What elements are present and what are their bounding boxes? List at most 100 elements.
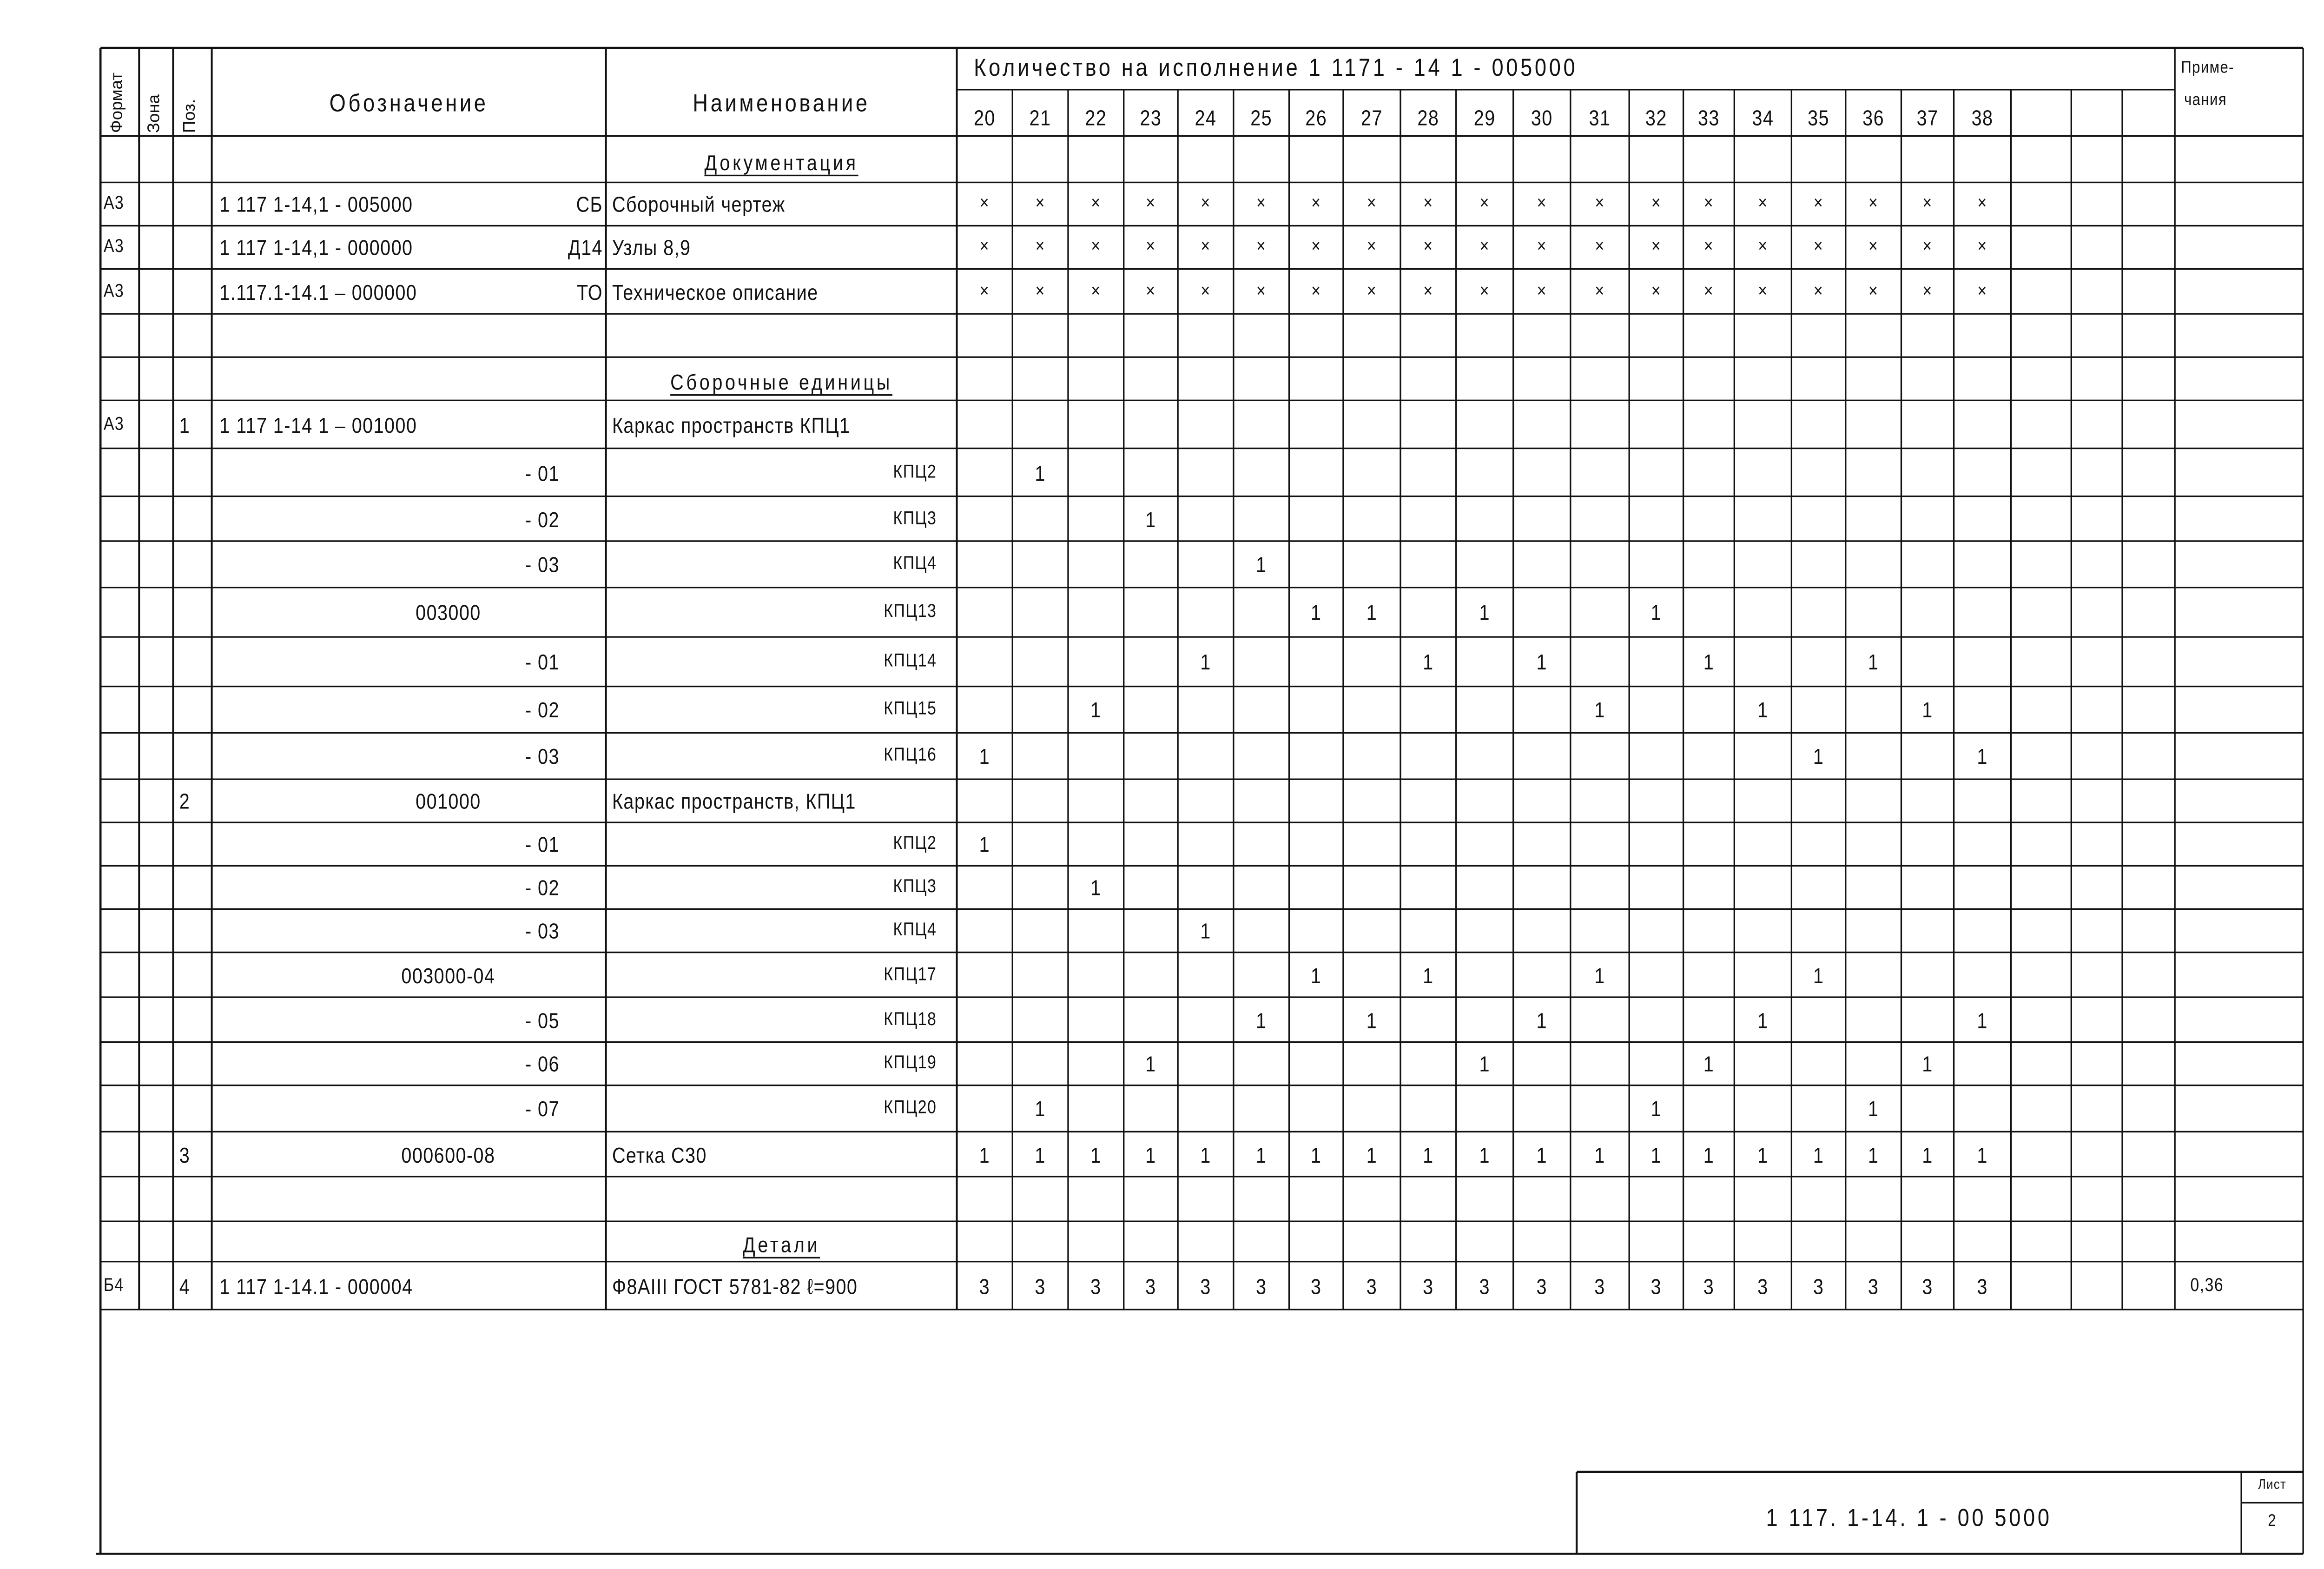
cross-mark: × [1035,279,1045,301]
cross-mark: × [1922,235,1933,257]
qty-value: 1 [1757,1141,1769,1167]
cell-designation: - 05 [525,1007,560,1032]
cell-designation: - 06 [525,1051,560,1076]
qty-column-header: 25 [1250,105,1273,130]
cross-mark: × [1423,235,1433,257]
cell-name: КПЦ19 [884,1051,937,1073]
cross-mark: × [1035,235,1045,257]
qty-value: 1 [1090,1141,1102,1167]
qty-column-header: 38 [1971,105,1994,130]
cell-position: 1 [179,412,191,437]
cross-mark: × [1479,192,1490,213]
qty-value: 3 [1479,1273,1490,1298]
cell-designation: 001000 [416,788,481,814]
cell-name: КПЦ15 [884,697,937,719]
cell-designation-suffix: Д14 [568,235,603,260]
cell-format: А3 [103,192,125,213]
cross-mark: × [1813,279,1824,301]
cell-position: 3 [179,1141,191,1167]
cell-designation-suffix: СБ [576,192,603,217]
qty-column-header: 29 [1473,105,1496,130]
header-notes: Приме- [2181,59,2234,78]
qty-value: 1 [1922,1141,1933,1167]
qty-value: 3 [1145,1273,1156,1298]
qty-column-header: 32 [1645,105,1667,130]
qty-value: 1 [1200,649,1211,674]
cell-name: КПЦ17 [884,962,937,984]
qty-value: 1 [1868,1096,1879,1121]
cross-mark: × [1146,279,1156,301]
qty-value: 1 [1366,600,1378,625]
qty-value: 1 [1703,1051,1715,1076]
cross-mark: × [1537,192,1547,213]
header-format: Формат [108,73,127,133]
qty-column-header: 22 [1085,105,1107,130]
qty-value: 1 [1977,1007,1988,1032]
cell-note: 0,36 [2190,1273,2224,1295]
qty-value: 3 [1035,1273,1046,1298]
qty-value: 1 [1255,552,1267,577]
qty-value: 1 [1703,649,1715,674]
cross-mark: × [979,192,990,213]
cross-mark: × [1146,192,1156,213]
qty-value: 1 [1813,743,1824,768]
cross-mark: × [1977,235,1987,257]
cell-designation: - 02 [525,875,560,900]
cross-mark: × [1423,192,1433,213]
cell-designation: - 01 [525,649,560,674]
cross-mark: × [1651,279,1661,301]
cross-mark: × [1703,235,1714,257]
qty-value: 1 [1536,1141,1547,1167]
cross-mark: × [1256,192,1267,213]
qty-value: 1 [1922,697,1933,722]
qty-value: 1 [979,832,990,857]
qty-value: 3 [1594,1273,1605,1298]
qty-value: 1 [1366,1007,1378,1032]
qty-value: 3 [1868,1273,1879,1298]
qty-value: 1 [1255,1007,1267,1032]
cell-designation: 000600-08 [401,1141,495,1167]
cell-designation: 1 117 1-14.1 - 000004 [219,1273,413,1298]
qty-value: 1 [1479,1141,1490,1167]
cross-mark: × [1091,279,1101,301]
cell-name: Каркас пространств, КПЦ1 [612,788,856,814]
cross-mark: × [1367,192,1377,213]
cell-name: КПЦ14 [884,649,937,671]
qty-column-header: 24 [1195,105,1217,130]
cell-name: КПЦ2 [893,460,937,482]
cell-designation: - 01 [525,460,560,485]
qty-value: 3 [979,1273,990,1298]
cell-name: КПЦ4 [893,552,937,574]
cell-designation: 1 117 1-14 1 – 001000 [219,412,417,437]
qty-value: 1 [1536,1007,1547,1032]
cell-name: Узлы 8,9 [612,235,691,260]
qty-column-header: 21 [1029,105,1051,130]
qty-column-header: 23 [1140,105,1162,130]
cell-designation: - 01 [525,832,560,857]
qty-value: 1 [1868,649,1879,674]
qty-value: 1 [1090,697,1102,722]
qty-value: 1 [1651,1141,1662,1167]
cross-mark: × [1595,279,1605,301]
cell-designation: - 02 [525,506,560,531]
cell-designation: - 02 [525,697,560,722]
cell-designation: 1 117 1-14,1 - 000000 [219,235,413,260]
qty-value: 1 [979,1141,990,1167]
cross-mark: × [1977,192,1987,213]
qty-value: 3 [1310,1273,1322,1298]
cross-mark: × [1537,235,1547,257]
header-pos: Поз. [181,99,200,133]
cell-position: 4 [179,1273,191,1298]
qty-value: 1 [1922,1051,1933,1076]
qty-value: 1 [979,743,990,768]
cross-mark: × [1091,235,1101,257]
qty-column-header: 30 [1531,105,1553,130]
cross-mark: × [1868,192,1879,213]
qty-value: 3 [1757,1273,1769,1298]
qty-value: 1 [1035,1096,1046,1121]
qty-value: 3 [1536,1273,1547,1298]
cross-mark: × [1922,279,1933,301]
cell-format: Б4 [103,1273,124,1295]
cross-mark: × [1367,235,1377,257]
qty-value: 1 [1757,697,1769,722]
